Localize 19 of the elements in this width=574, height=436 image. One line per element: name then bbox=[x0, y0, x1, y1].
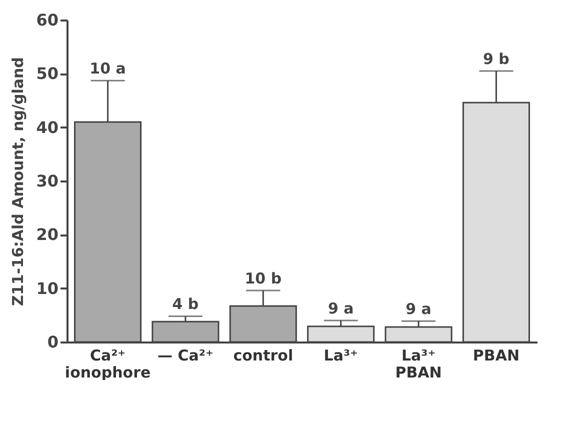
annotation: 9 a bbox=[406, 300, 432, 318]
x-tick-label: control bbox=[233, 346, 294, 364]
annotation: 4 b bbox=[172, 295, 199, 314]
y-tick-label: 30 bbox=[36, 172, 58, 190]
x-tick-label: La³⁺ bbox=[324, 346, 358, 364]
y-tick-label: 10 bbox=[36, 278, 58, 298]
annotation: 9 b bbox=[483, 50, 510, 68]
x-tick-label: La³⁺ PBAN bbox=[395, 346, 442, 382]
annotation: 10 a bbox=[90, 60, 126, 78]
y-axis-title: Z11-16:Ald Amount, ng/gland bbox=[9, 57, 28, 306]
y-tick-label: 0 bbox=[47, 332, 58, 352]
y-tick-label: 20 bbox=[36, 225, 58, 244]
y-tick-label: 60 bbox=[36, 10, 58, 30]
y-tick-label: 40 bbox=[36, 118, 58, 137]
annotation: 9 a bbox=[328, 300, 354, 318]
annotation: 10 b bbox=[244, 269, 282, 288]
x-tick-label: PBAN bbox=[472, 346, 520, 364]
x-tick-label: — Ca²⁺ bbox=[158, 346, 214, 364]
y-tick-label: 50 bbox=[36, 64, 58, 84]
